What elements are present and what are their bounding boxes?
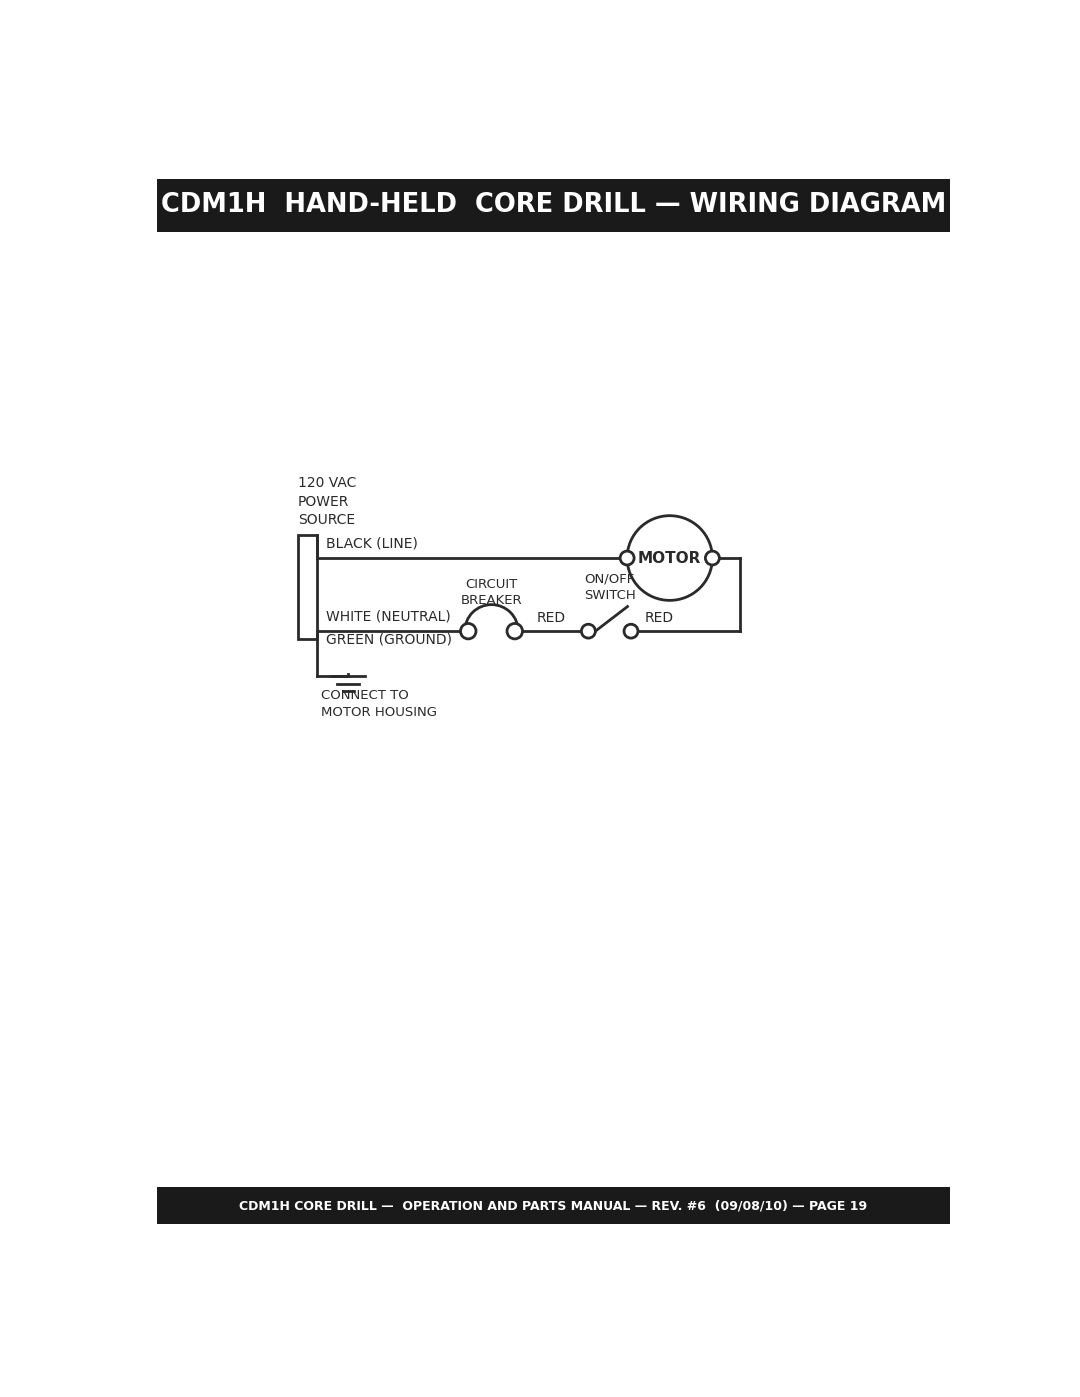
Text: CDM1H  HAND-HELD  CORE DRILL — WIRING DIAGRAM: CDM1H HAND-HELD CORE DRILL — WIRING DIAG…	[161, 193, 946, 218]
Text: CDM1H CORE DRILL —  OPERATION AND PARTS MANUAL — REV. #6  (09/08/10) — PAGE 19: CDM1H CORE DRILL — OPERATION AND PARTS M…	[240, 1199, 867, 1213]
Text: RED: RED	[537, 610, 566, 624]
Text: CONNECT TO
MOTOR HOUSING: CONNECT TO MOTOR HOUSING	[321, 689, 437, 719]
Text: RED: RED	[644, 610, 673, 624]
Circle shape	[705, 550, 719, 564]
Circle shape	[627, 515, 713, 601]
FancyBboxPatch shape	[157, 1187, 950, 1224]
Text: MOTOR: MOTOR	[638, 550, 701, 566]
Text: BLACK (LINE): BLACK (LINE)	[326, 536, 418, 550]
Text: GREEN (GROUND): GREEN (GROUND)	[326, 633, 453, 647]
Text: ON/OFF
SWITCH: ON/OFF SWITCH	[584, 573, 635, 602]
FancyBboxPatch shape	[157, 179, 950, 232]
Circle shape	[624, 624, 638, 638]
Bar	[298, 535, 318, 638]
Circle shape	[507, 623, 523, 638]
Circle shape	[581, 624, 595, 638]
Circle shape	[460, 623, 476, 638]
Text: WHITE (NEUTRAL): WHITE (NEUTRAL)	[326, 609, 451, 623]
Text: 120 VAC
POWER
SOURCE: 120 VAC POWER SOURCE	[298, 476, 356, 527]
Text: CIRCUIT
BREAKER: CIRCUIT BREAKER	[461, 577, 523, 606]
Circle shape	[620, 550, 634, 564]
